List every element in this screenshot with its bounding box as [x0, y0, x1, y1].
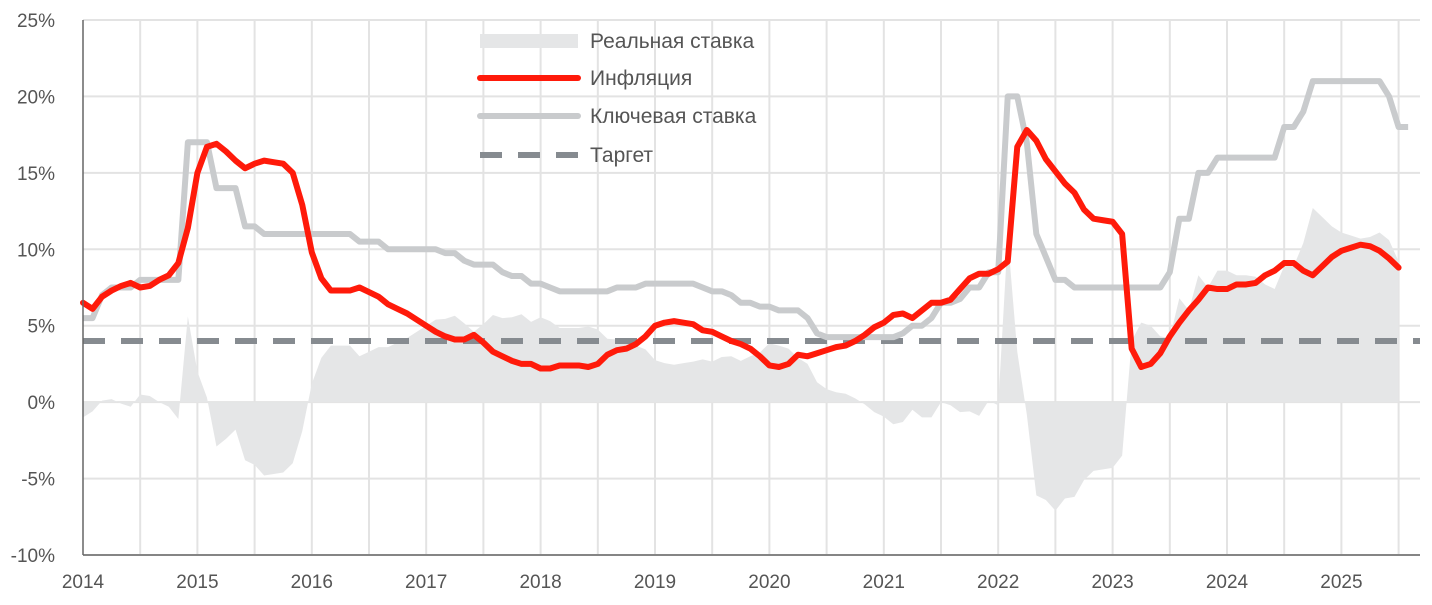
x-tick-label: 2025: [1320, 572, 1362, 593]
legend-real-rate: Реальная ставка: [480, 30, 754, 53]
real-rate-area: [83, 208, 1399, 511]
y-tick-label: 15%: [17, 164, 55, 185]
x-tick-label: 2014: [62, 572, 105, 593]
legend-inflation: Инфляция: [477, 67, 692, 90]
x-tick-label: 2017: [405, 572, 447, 593]
plot-area: [80, 78, 1420, 511]
axes: 25% 20% 15% 10% 5% 0% -5% -10% 2014 2015 2016 2017 2…: [11, 11, 1420, 593]
y-tick-label: 10%: [17, 240, 55, 261]
key-rate-line: [83, 78, 1409, 341]
x-tick-label: 2015: [176, 572, 218, 593]
legend-inflation-label: Инфляция: [590, 67, 692, 90]
x-tick-label: 2020: [748, 572, 790, 593]
legend-real-rate-label: Реальная ставка: [590, 30, 754, 53]
y-tick-label: 25%: [17, 11, 55, 32]
inflation-line: [80, 127, 1402, 372]
x-tick-label: 2018: [519, 572, 561, 593]
legend: Реальная ставка Инфляция Ключевая ставка Та…: [477, 30, 757, 167]
y-tick-label: -10%: [11, 546, 55, 567]
x-tick-label: 2024: [1206, 572, 1249, 593]
x-tick-label: 2019: [634, 572, 676, 593]
y-tick-label: 0%: [28, 393, 56, 414]
x-tick-label: 2022: [977, 572, 1019, 593]
legend-target: Таргет: [480, 144, 653, 167]
x-tick-label: 2023: [1091, 572, 1133, 593]
y-tick-label: -5%: [21, 470, 55, 491]
x-tick-label: 2016: [291, 572, 333, 593]
legend-key-rate-label: Ключевая ставка: [590, 105, 757, 128]
y-tick-label: 5%: [28, 317, 56, 338]
y-tick-label: 20%: [17, 87, 55, 108]
legend-target-label: Таргет: [590, 144, 653, 167]
x-tick-label: 2021: [863, 572, 905, 593]
legend-key-rate: Ключевая ставка: [477, 105, 757, 128]
